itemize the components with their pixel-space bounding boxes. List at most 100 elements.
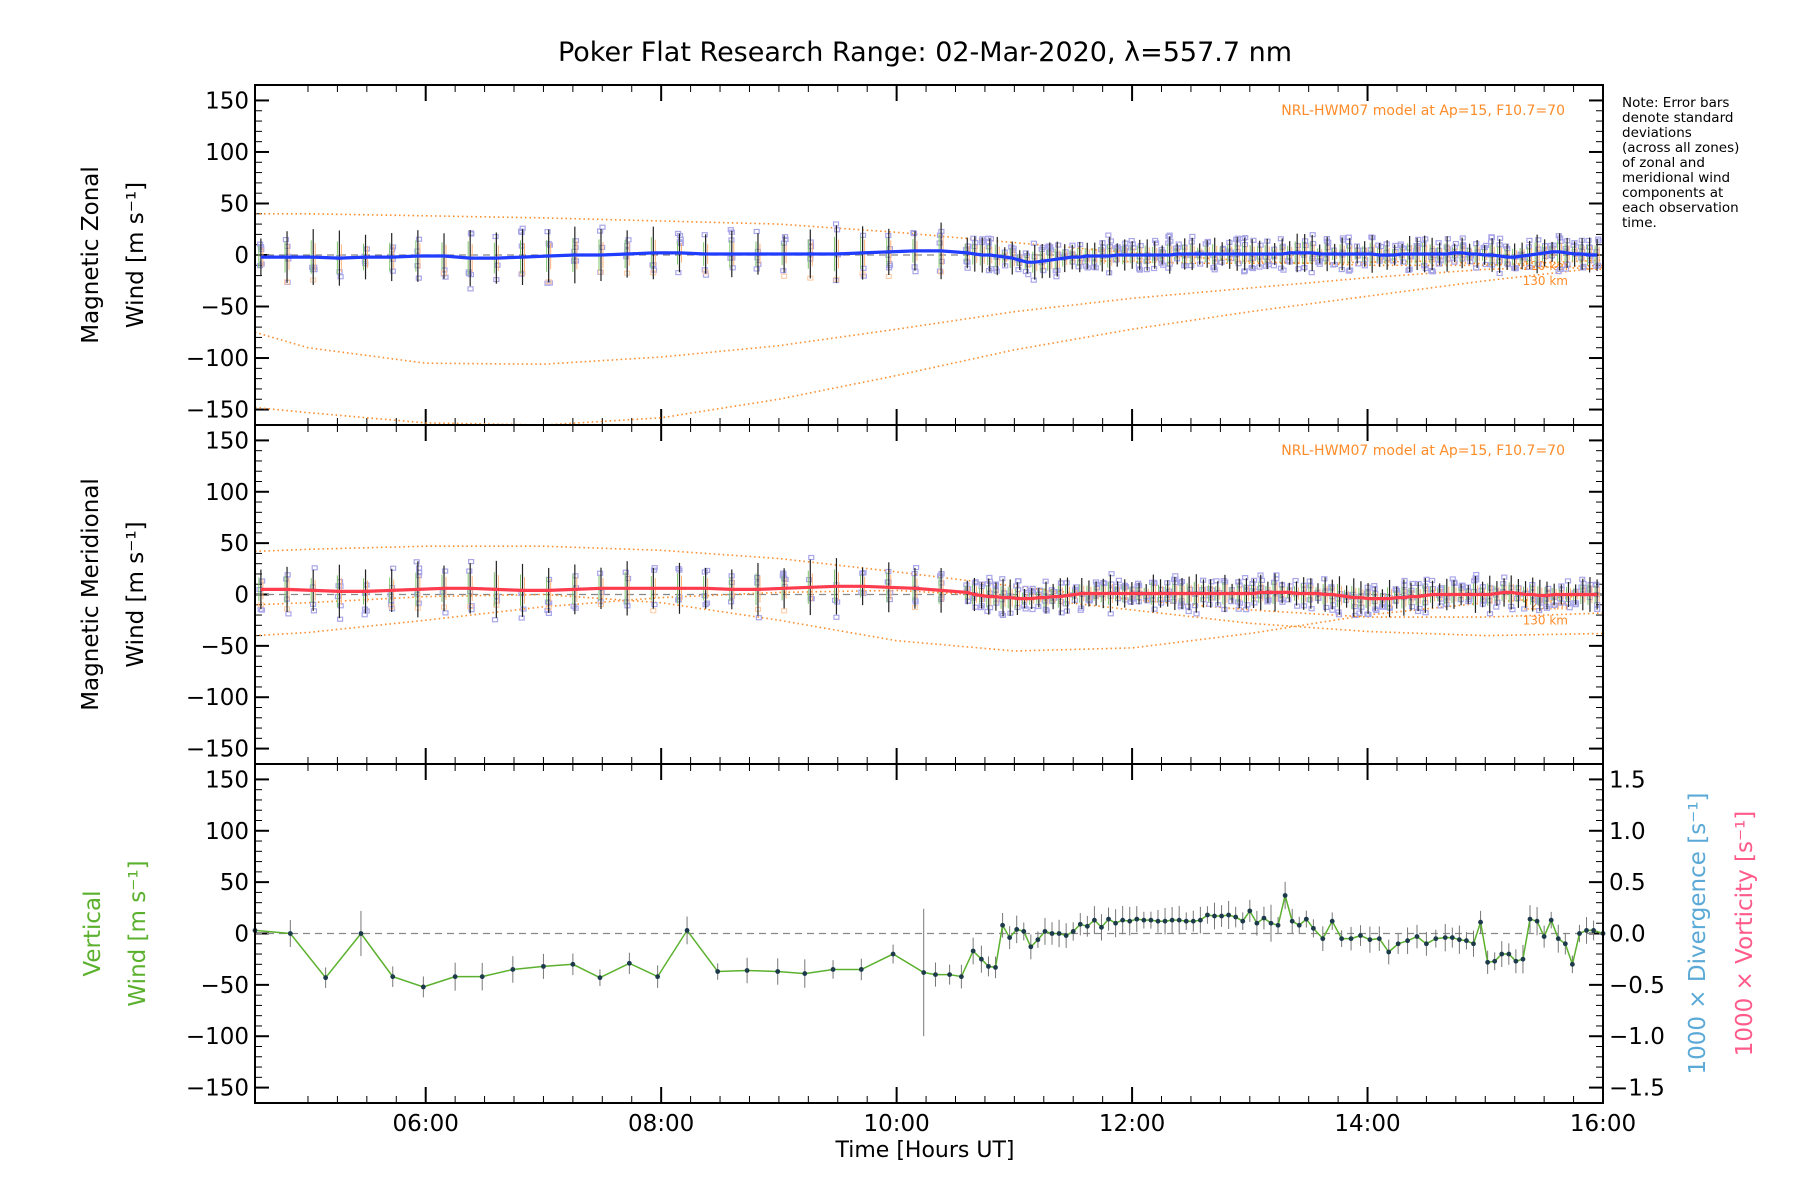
y-tick-label: −100 bbox=[186, 685, 249, 711]
right-tick-label: 0.0 bbox=[1609, 922, 1646, 948]
vertical-wind-point bbox=[1303, 916, 1309, 922]
y-axis-label-line2: Wind [m s⁻¹] bbox=[125, 860, 151, 1006]
zone-marker bbox=[1578, 584, 1585, 590]
vertical-wind-point bbox=[1212, 913, 1217, 919]
zone-marker bbox=[675, 270, 682, 276]
zone-marker bbox=[727, 255, 734, 261]
zone-marker bbox=[492, 233, 499, 240]
zone-marker bbox=[1120, 583, 1127, 590]
zone-marker bbox=[886, 246, 893, 252]
zone-marker bbox=[1122, 597, 1129, 603]
vertical-wind-point bbox=[970, 948, 976, 954]
zone-marker bbox=[1537, 600, 1544, 606]
vertical-wind-point bbox=[890, 951, 896, 957]
zone-marker bbox=[1423, 586, 1430, 592]
zone-marker bbox=[518, 271, 525, 277]
zone-marker bbox=[1577, 244, 1585, 250]
zone-marker bbox=[1062, 249, 1069, 255]
zone-marker bbox=[1184, 603, 1192, 609]
vertical-wind-point bbox=[1028, 944, 1034, 950]
zone-marker bbox=[1213, 578, 1220, 584]
right-tick-label: 0.5 bbox=[1609, 870, 1646, 896]
zone-marker bbox=[753, 228, 760, 235]
zone-marker bbox=[1015, 578, 1022, 584]
zone-marker bbox=[1437, 603, 1444, 609]
zone-marker bbox=[1321, 576, 1328, 582]
y-axis-label-line1: Magnetic Meridional bbox=[78, 478, 104, 711]
zone-marker bbox=[1295, 266, 1302, 272]
y-axis-label-line2: Wind [m s⁻¹] bbox=[123, 182, 149, 328]
vertical-wind-point bbox=[1092, 917, 1097, 923]
vertical-wind-point bbox=[1485, 959, 1491, 965]
zone-marker bbox=[1473, 265, 1480, 271]
vertical-wind-point bbox=[1275, 922, 1281, 928]
zone-marker bbox=[1242, 575, 1249, 581]
zone-marker bbox=[1113, 245, 1120, 251]
model-marker bbox=[781, 273, 788, 279]
vertical-wind-point bbox=[390, 974, 396, 980]
vertical-wind-point bbox=[1296, 922, 1302, 928]
zone-marker bbox=[701, 593, 708, 599]
vertical-wind-point bbox=[1190, 918, 1196, 924]
zone-marker bbox=[1251, 600, 1258, 606]
zone-marker bbox=[1218, 259, 1225, 265]
zone-marker bbox=[1415, 236, 1422, 242]
vertical-wind-point bbox=[1148, 917, 1154, 923]
zone-marker bbox=[1306, 597, 1313, 603]
model-label: NRL-HWM07 model at Ap=15, F10.7=70 bbox=[1281, 103, 1565, 119]
model-120km bbox=[254, 589, 1604, 637]
zone-marker bbox=[1090, 264, 1097, 270]
zone-marker bbox=[1235, 261, 1242, 267]
zone-marker bbox=[1220, 577, 1227, 584]
zone-marker bbox=[363, 608, 370, 614]
zone-marker bbox=[518, 615, 525, 621]
zone-marker bbox=[1323, 604, 1330, 611]
zone-marker bbox=[1408, 604, 1416, 610]
zone-marker bbox=[1521, 606, 1528, 612]
zone-marker bbox=[980, 238, 987, 244]
vertical-wind-line bbox=[254, 895, 1604, 988]
zone-marker bbox=[624, 576, 632, 582]
zone-marker bbox=[337, 274, 344, 280]
zone-marker bbox=[1189, 233, 1196, 240]
vertical-wind-point bbox=[1577, 931, 1582, 936]
zone-marker bbox=[1444, 236, 1451, 242]
vertical-wind-point bbox=[1386, 949, 1392, 955]
y-axis-label-line1: Vertical bbox=[80, 890, 106, 976]
y-tick-label: 50 bbox=[220, 531, 249, 557]
zone-marker bbox=[886, 597, 893, 603]
zone-marker bbox=[1579, 265, 1587, 271]
zone-marker bbox=[544, 599, 552, 605]
zone-marker bbox=[572, 605, 579, 611]
zone-marker bbox=[1392, 587, 1399, 593]
vertical-wind-point bbox=[993, 965, 998, 970]
zone-marker bbox=[1409, 580, 1416, 587]
zone-marker bbox=[1459, 235, 1466, 241]
zone-marker bbox=[1306, 578, 1313, 584]
zone-marker bbox=[780, 268, 787, 274]
zone-marker bbox=[1075, 264, 1082, 270]
vertical-wind-point bbox=[1320, 936, 1326, 942]
vertical-wind-point bbox=[1527, 916, 1533, 922]
zone-marker bbox=[1063, 580, 1070, 586]
zone-marker bbox=[1029, 588, 1037, 594]
zone-marker bbox=[363, 246, 370, 252]
zone-marker bbox=[1001, 590, 1008, 596]
zone-marker bbox=[1367, 247, 1374, 253]
zone-marker bbox=[546, 280, 553, 286]
vertical-wind-point bbox=[921, 970, 927, 975]
note-line: meridional wind bbox=[1622, 170, 1731, 186]
zone-marker bbox=[1315, 259, 1322, 265]
vertical-wind-point bbox=[1219, 913, 1224, 919]
vertical-wind-point bbox=[986, 963, 991, 969]
zone-marker bbox=[1292, 577, 1299, 584]
vertical-wind-point bbox=[978, 956, 984, 962]
vertical-wind-point bbox=[715, 969, 721, 974]
zone-marker bbox=[1594, 262, 1602, 268]
note-line: (across all zones) bbox=[1622, 140, 1740, 156]
zone-marker bbox=[1041, 598, 1049, 604]
vertical-wind-point bbox=[1449, 935, 1455, 941]
zone-marker bbox=[963, 582, 970, 588]
x-tick-label: 10:00 bbox=[863, 1111, 929, 1137]
model-marker bbox=[650, 608, 657, 614]
